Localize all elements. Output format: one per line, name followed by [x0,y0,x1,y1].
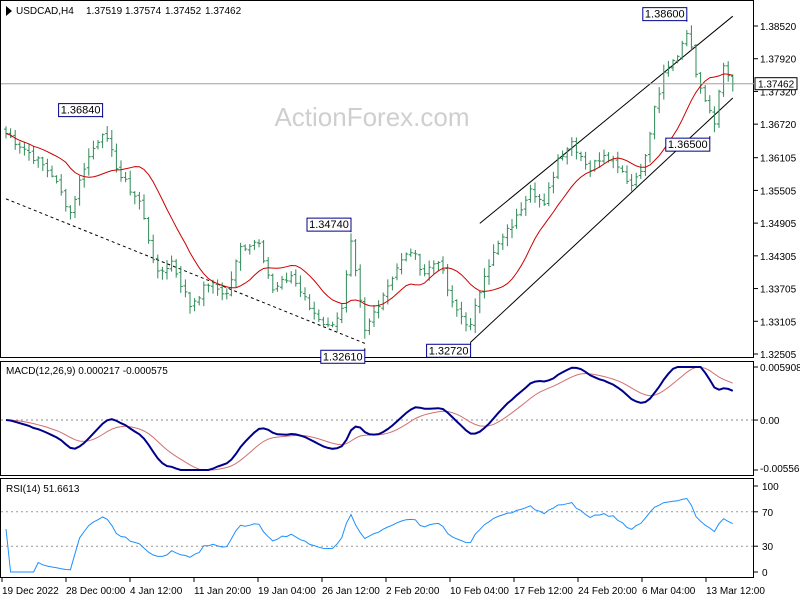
price-tick-label: 1.34905 [760,219,797,230]
ohlc-open: 1.37519 [86,6,123,17]
rsi-tick-label: 70 [762,508,774,519]
price-tick-label: 1.35505 [760,186,797,197]
macd-tick-label: -0.005563 [760,464,800,475]
price-tick-label: 1.33705 [760,285,797,296]
current-price-tag: 1.37462 [754,77,798,91]
price-header: USDCAD,H4 1.37519 1.37574 1.37452 1.3746… [6,6,242,17]
time-tick-label: 4 Jan 12:00 [130,586,183,597]
annotation-box [665,137,711,152]
ohlc-close: 1.37462 [205,6,242,17]
rsi-title: RSI(14) 51.6613 [6,484,80,495]
annotation-label: 1.32720 [429,345,469,357]
price-tick-label: 1.37320 [760,87,797,98]
down-trendline [5,198,365,344]
time-tick-label: 10 Feb 04:00 [450,586,509,597]
macd-line [5,366,734,471]
annotation-box [426,343,472,358]
watermark: ActionForex.com [274,102,469,132]
annotation-label: 1.36840 [61,105,101,117]
price-tick-label: 1.36720 [760,120,797,131]
macd-tick-label: 0.00 [760,416,780,427]
time-tick-label: 26 Jan 12:00 [322,586,380,597]
macd-tick-label: 0.005908 [760,363,800,374]
annotation-label: 1.38600 [645,9,685,21]
macd-axis: 0.005908 0.00 -0.005563 [1,363,800,475]
rsi-tick-label: 0 [762,568,768,579]
time-axis: 19 Dec 2022 28 Dec 00:00 4 Jan 12:00 11 Jan… [1,578,765,597]
rsi-tick-label: 30 [762,542,774,553]
ohlc-low: 1.37452 [165,6,202,17]
symbol-title: USDCAD,H4 [16,6,74,17]
annotation-box [58,103,104,118]
time-tick-label: 17 Feb 12:00 [514,586,573,597]
time-tick-label: 24 Feb 20:00 [578,586,637,597]
time-tick-label: 19 Dec 2022 [2,586,59,597]
price-axis: 1.38520 1.37920 1.37320 1.36720 1.36105 1.355… [754,22,797,361]
price-tick-label: 1.38520 [760,22,797,33]
price-tick-label: 1.32505 [760,350,797,361]
time-tick-label: 6 Mar 04:00 [642,586,696,597]
time-tick-label: 13 Mar 12:00 [706,586,765,597]
price-annotations: 1.36840 1.32610 1.34740 1.32720 1.38600 1.365… [58,7,711,364]
annotation-label: 1.32610 [323,351,363,363]
price-tick-label: 1.36105 [760,154,797,165]
time-tick-label: 28 Dec 00:00 [66,586,126,597]
annotation-box [642,7,688,22]
annotation-box [306,217,352,232]
time-tick-label: 2 Feb 20:00 [386,586,440,597]
ohlc-high: 1.37574 [125,6,162,17]
current-price-label: 1.37462 [758,80,795,91]
annotation-label: 1.34740 [309,219,349,231]
time-tick-label: 19 Jan 04:00 [258,586,316,597]
channel-line [479,15,734,224]
annotation-box [320,349,366,364]
macd-panel [0,361,754,476]
time-tick-label: 11 Jan 20:00 [194,586,252,597]
rsi-tick-label: 100 [762,482,779,493]
price-tick-label: 1.33105 [760,317,797,328]
collapse-triangle-icon [6,6,12,16]
annotation-label: 1.36500 [668,139,708,151]
rsi-axis: 100 70 30 0 [1,482,779,579]
moving-average-line [5,73,733,307]
price-tick-label: 1.37920 [760,55,797,66]
rsi-line [5,497,734,573]
macd-title: MACD(12,26,9) 0.000217 -0.000575 [6,366,168,377]
price-panel [0,0,754,358]
price-tick-label: 1.34305 [760,252,797,263]
